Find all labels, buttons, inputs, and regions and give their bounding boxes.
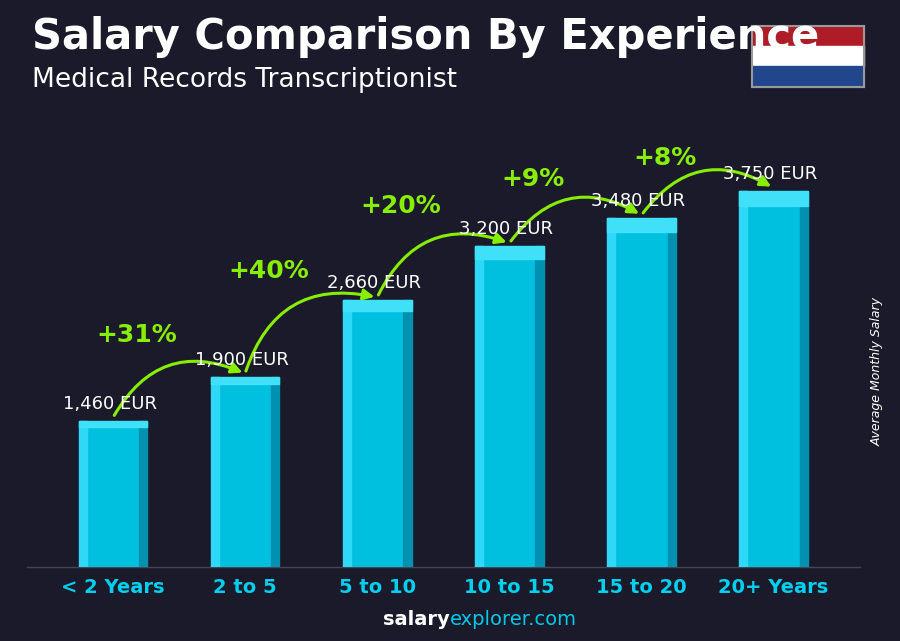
Text: salary: salary bbox=[383, 610, 450, 629]
Bar bbox=[78, 420, 148, 567]
Bar bbox=[739, 191, 808, 206]
Bar bbox=[139, 420, 148, 567]
Bar bbox=[752, 46, 864, 66]
Bar bbox=[343, 301, 411, 567]
Bar bbox=[608, 218, 616, 567]
Text: 3,200 EUR: 3,200 EUR bbox=[459, 221, 554, 238]
Bar bbox=[403, 301, 411, 567]
Bar bbox=[739, 191, 808, 567]
Bar bbox=[271, 377, 279, 567]
Bar bbox=[475, 246, 544, 567]
Text: Medical Records Transcriptionist: Medical Records Transcriptionist bbox=[32, 67, 456, 94]
Bar bbox=[608, 218, 676, 567]
Bar bbox=[752, 26, 864, 46]
Bar bbox=[752, 66, 864, 87]
Text: +40%: +40% bbox=[229, 260, 310, 283]
Text: Salary Comparison By Experience: Salary Comparison By Experience bbox=[32, 16, 819, 58]
Bar bbox=[78, 420, 86, 567]
Text: 1,900 EUR: 1,900 EUR bbox=[194, 351, 289, 369]
Bar bbox=[475, 246, 483, 567]
Text: explorer.com: explorer.com bbox=[450, 610, 577, 629]
Text: +8%: +8% bbox=[634, 146, 697, 170]
Text: 2,660 EUR: 2,660 EUR bbox=[327, 274, 421, 292]
Bar bbox=[343, 301, 411, 311]
Text: Average Monthly Salary: Average Monthly Salary bbox=[871, 297, 884, 446]
Text: +9%: +9% bbox=[501, 167, 564, 191]
Bar bbox=[475, 246, 544, 259]
Bar bbox=[536, 246, 544, 567]
Text: 3,480 EUR: 3,480 EUR bbox=[591, 192, 686, 210]
Bar bbox=[211, 377, 219, 567]
Bar bbox=[211, 377, 279, 385]
Bar bbox=[800, 191, 808, 567]
Text: +31%: +31% bbox=[96, 322, 177, 347]
Bar bbox=[668, 218, 676, 567]
Bar bbox=[211, 377, 279, 567]
Bar bbox=[343, 301, 351, 567]
Text: +20%: +20% bbox=[361, 194, 441, 218]
Bar bbox=[608, 218, 676, 232]
Bar bbox=[78, 420, 148, 427]
Text: 1,460 EUR: 1,460 EUR bbox=[63, 395, 157, 413]
Bar bbox=[739, 191, 748, 567]
Text: 3,750 EUR: 3,750 EUR bbox=[724, 165, 817, 183]
